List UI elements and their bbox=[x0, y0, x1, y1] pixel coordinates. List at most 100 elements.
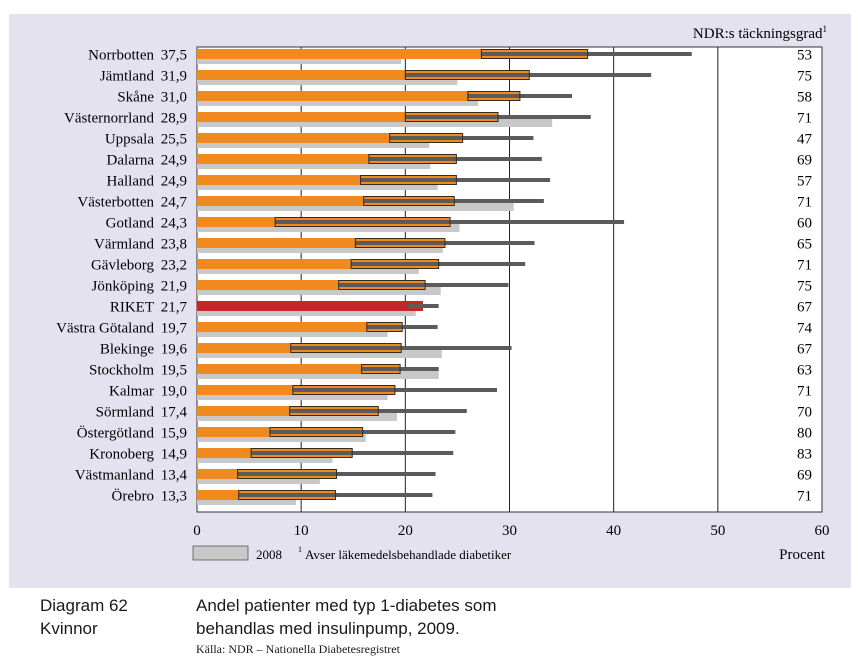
bar-outline bbox=[290, 343, 402, 353]
bar-2009 bbox=[197, 322, 403, 332]
region-name: Skåne bbox=[117, 90, 154, 106]
region-value: 19,6 bbox=[161, 342, 188, 358]
coverage-value: 58 bbox=[797, 90, 812, 106]
region-name: Norrbotten bbox=[88, 48, 154, 64]
region-name: Västernorrland bbox=[64, 111, 154, 127]
region-name: Halland bbox=[107, 174, 155, 190]
coverage-value: 60 bbox=[797, 216, 812, 232]
bar-outline bbox=[361, 364, 401, 374]
region-value: 23,2 bbox=[161, 258, 187, 274]
region-name: Östergötland bbox=[77, 425, 155, 442]
legend-footnote-text: Avser läkemedelsbehandlade diabetiker bbox=[305, 547, 512, 562]
coverage-value: 75 bbox=[797, 69, 812, 85]
region-name: Västerbotten bbox=[77, 195, 154, 211]
region-value: 14,9 bbox=[161, 447, 187, 463]
region-name: Gävleborg bbox=[91, 258, 155, 274]
bar-outline bbox=[363, 196, 455, 206]
legend: 2008 1 Avser läkemedelsbehandlade diabet… bbox=[192, 545, 512, 562]
coverage-value: 71 bbox=[797, 111, 812, 127]
bar-2009 bbox=[197, 112, 499, 122]
confidence-intervals bbox=[237, 49, 692, 500]
region-value: 24,9 bbox=[161, 153, 187, 169]
region-name: Jämtland bbox=[100, 69, 155, 85]
bar-2009 bbox=[197, 49, 588, 59]
bar-outline bbox=[404, 112, 499, 122]
bar-outline bbox=[368, 154, 457, 164]
coverage-value: 67 bbox=[797, 300, 813, 316]
bar-2009 bbox=[197, 238, 445, 248]
region-name: Sörmland bbox=[96, 405, 155, 421]
region-name: Uppsala bbox=[105, 132, 154, 148]
region-name: Blekinge bbox=[100, 342, 154, 358]
bar-outline bbox=[404, 70, 530, 80]
x-tick-label: 20 bbox=[398, 523, 413, 539]
legend-swatch-2008 bbox=[192, 545, 249, 561]
bar-outline bbox=[269, 427, 364, 437]
region-value: 21,9 bbox=[161, 279, 187, 295]
coverage-column: 53 75 58 71 47 69 57 71 60 65 71 75 67 74 67 63 71 70 80 83… bbox=[797, 48, 813, 505]
chart-title: Andel patienter med typ 1-diabetes som b… bbox=[196, 594, 756, 640]
bar-outline bbox=[366, 322, 403, 332]
coverage-value: 47 bbox=[797, 132, 813, 148]
bar-outline bbox=[354, 238, 446, 248]
chart-title-line-2: behandlas med insulinpump, 2009. bbox=[196, 619, 460, 638]
chart-title-line-1: Andel patienter med typ 1-diabetes som bbox=[196, 596, 497, 615]
bar-outline bbox=[289, 406, 379, 416]
x-axis: 0 10 20 30 40 50 60 bbox=[193, 523, 829, 539]
region-labels: Norrbotten 37,5 Jämtland 31,9 Skåne 31,0 Väste… bbox=[56, 48, 187, 505]
bar-2009 bbox=[197, 91, 520, 101]
region-name: Örebro bbox=[112, 488, 154, 505]
region-name: Jönköping bbox=[91, 279, 154, 295]
coverage-value: 75 bbox=[797, 279, 812, 295]
x-tick-label: 0 bbox=[193, 523, 201, 539]
coverage-value: 80 bbox=[797, 426, 812, 442]
region-name: Stockholm bbox=[89, 363, 154, 379]
caption-label: Diagram 62 Kvinnor bbox=[40, 594, 180, 640]
coverage-value: 69 bbox=[797, 153, 812, 169]
coverage-value: 69 bbox=[797, 468, 812, 484]
coverage-value: 71 bbox=[797, 258, 812, 274]
region-name: Kronoberg bbox=[89, 447, 154, 463]
coverage-value: 71 bbox=[797, 489, 812, 505]
region-value: 37,5 bbox=[161, 48, 187, 64]
region-name: Gotland bbox=[106, 216, 155, 232]
bar-outline bbox=[274, 217, 451, 227]
bar-outline bbox=[480, 49, 589, 59]
coverage-value: 74 bbox=[797, 321, 813, 337]
bar-2009 bbox=[197, 175, 457, 185]
source-note: Källa: NDR – Nationella Diabetesregistre… bbox=[196, 642, 400, 656]
legend-label-2008: 2008 bbox=[256, 547, 282, 562]
bar-outline bbox=[292, 385, 396, 395]
region-value: 15,9 bbox=[161, 426, 187, 442]
coverage-value: 70 bbox=[797, 405, 812, 421]
region-name: Dalarna bbox=[107, 153, 155, 169]
bar-2009 bbox=[197, 364, 401, 374]
bar-outline bbox=[360, 175, 457, 185]
bar-outline bbox=[350, 259, 440, 269]
bar-2009 bbox=[197, 406, 379, 416]
region-value: 31,9 bbox=[161, 69, 187, 85]
bar-2009 bbox=[197, 301, 424, 311]
region-value: 28,9 bbox=[161, 111, 187, 127]
region-value: 24,3 bbox=[161, 216, 187, 232]
coverage-value: 57 bbox=[797, 174, 813, 190]
coverage-value: 63 bbox=[797, 363, 812, 379]
coverage-value: 53 bbox=[797, 48, 812, 64]
bar-2009 bbox=[197, 196, 455, 206]
region-value: 24,7 bbox=[161, 195, 188, 211]
bar-2009 bbox=[197, 280, 426, 290]
region-value: 19,5 bbox=[161, 363, 187, 379]
region-value: 13,3 bbox=[161, 489, 187, 505]
bar-outline bbox=[467, 91, 521, 101]
region-name: Västmanland bbox=[75, 468, 155, 484]
x-tick-label: 30 bbox=[502, 523, 517, 539]
diagram-subgroup: Kvinnor bbox=[40, 619, 98, 638]
bar-2009 bbox=[197, 259, 439, 269]
coverage-value: 65 bbox=[797, 237, 812, 253]
region-value: 19,0 bbox=[161, 384, 187, 400]
region-name: RIKET bbox=[110, 300, 154, 316]
diagram-number: Diagram 62 bbox=[40, 596, 128, 615]
region-name: Västra Götaland bbox=[56, 321, 154, 337]
bar-2009 bbox=[197, 70, 530, 80]
